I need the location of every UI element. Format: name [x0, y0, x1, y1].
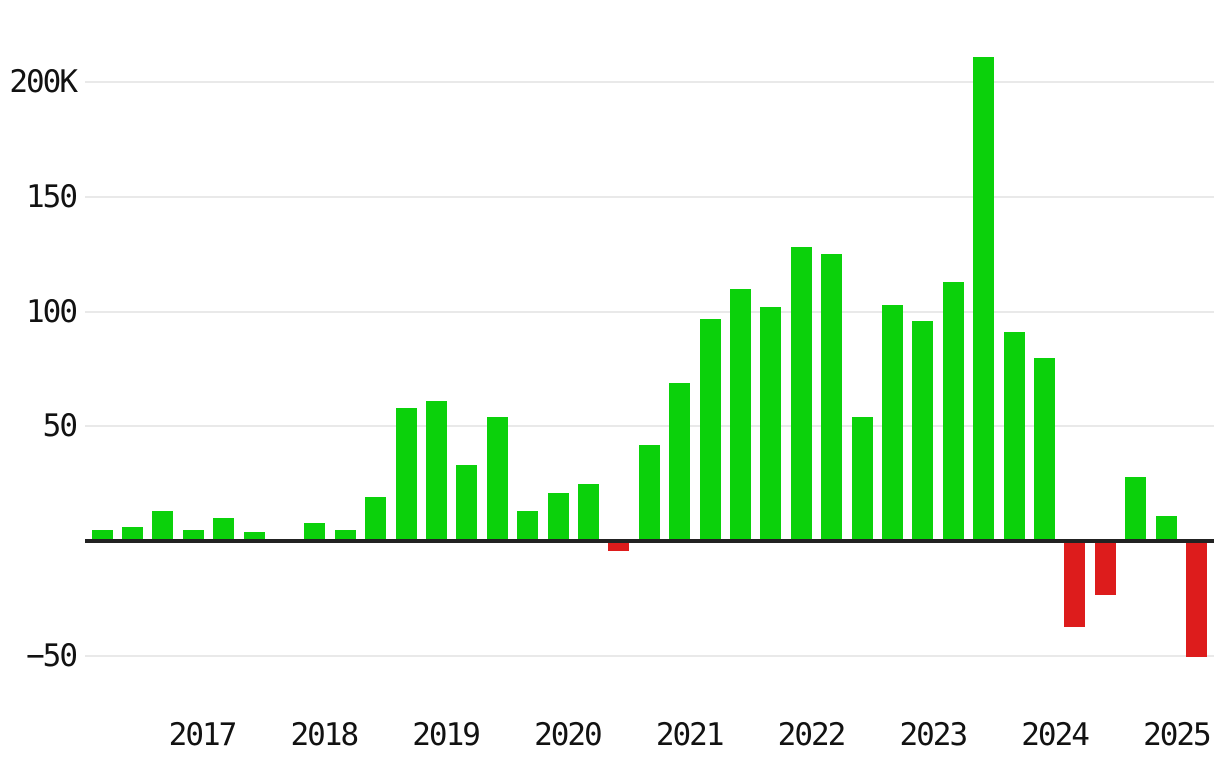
bar-2022-q2 — [851, 417, 873, 542]
bar-2021-q1 — [699, 318, 721, 542]
bar-2024-q3 — [1125, 476, 1147, 542]
x-tick-label: 2025 — [1143, 717, 1212, 753]
bar-2023-q2 — [973, 57, 995, 542]
bar-2020-q4 — [669, 382, 691, 542]
y-tick-label: 100 — [26, 293, 78, 330]
x-tick-label: 2018 — [290, 717, 359, 753]
y-tick-label: 200K — [9, 64, 78, 101]
x-tick-label: 2022 — [777, 717, 847, 753]
bar-2020-q2 — [608, 541, 630, 552]
bar-2022-q4 — [912, 320, 934, 542]
bar-2024-q2 — [1094, 541, 1116, 595]
bar-2021-q3 — [760, 307, 782, 542]
bar-2024-q1 — [1064, 541, 1086, 627]
bar-2025-q1 — [1185, 541, 1207, 657]
bar-2019-q2 — [486, 417, 508, 542]
bar-2018-q2 — [365, 497, 387, 542]
gridline — [85, 425, 1214, 428]
gridline — [85, 81, 1214, 84]
bar-2019-q4 — [547, 492, 569, 542]
x-tick-label: 2023 — [899, 717, 968, 753]
x-axis-zero-line — [85, 539, 1214, 543]
bar-2019-q1 — [456, 465, 478, 542]
x-tick-label: 2021 — [655, 717, 725, 753]
bar-2016-q1 — [91, 529, 113, 542]
bar-2021-q4 — [790, 247, 812, 542]
bar-2016-q2 — [121, 527, 143, 542]
bar-2017-q1 — [213, 518, 235, 542]
x-tick-label: 2019 — [412, 717, 481, 753]
bar-2021-q2 — [729, 288, 751, 542]
gridline — [85, 310, 1214, 313]
gridline — [85, 654, 1214, 657]
bar-2018-q1 — [334, 529, 356, 542]
bar-2016-q4 — [182, 529, 204, 542]
bar-2023-q3 — [1003, 332, 1025, 542]
bar-2024-q4 — [1155, 515, 1177, 542]
bar-2017-q2 — [243, 531, 265, 542]
bar-2016-q3 — [152, 511, 174, 542]
gridline — [85, 196, 1214, 199]
x-tick-label: 2017 — [168, 717, 238, 753]
bar-2017-q4 — [304, 522, 326, 542]
bar-2018-q3 — [395, 408, 417, 542]
y-tick-label: −50 — [26, 637, 78, 674]
bar-2023-q4 — [1033, 357, 1055, 542]
bar-2020-q3 — [638, 444, 660, 542]
x-tick-label: 2020 — [534, 717, 603, 753]
bar-2023-q1 — [942, 281, 964, 542]
y-tick-label: 50 — [42, 408, 78, 445]
bar-2022-q3 — [881, 304, 903, 542]
bar-2022-q1 — [821, 254, 843, 542]
bar-2019-q3 — [517, 511, 539, 542]
x-tick-label: 2024 — [1021, 717, 1090, 753]
y-tick-label: 150 — [26, 179, 78, 216]
bar-2018-q4 — [425, 401, 447, 542]
bar-2020-q1 — [577, 483, 599, 542]
